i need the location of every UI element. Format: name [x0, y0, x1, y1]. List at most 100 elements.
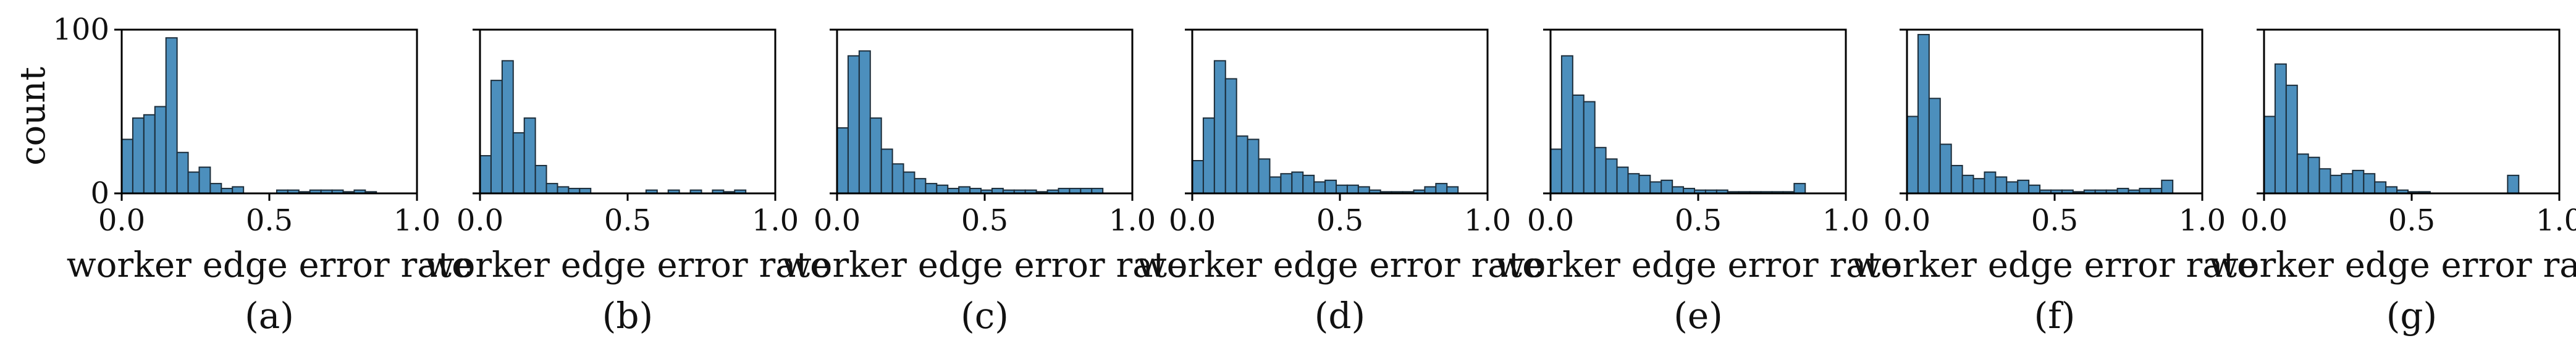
histogram-bar [176, 151, 189, 194]
histogram-bar [1424, 186, 1437, 194]
histogram-bar [936, 184, 949, 194]
panel-caption: (a) [245, 295, 294, 337]
histogram-bar [2318, 168, 2331, 194]
histogram-bar [1202, 117, 1215, 195]
histogram-panel-c: 0.0 0.5 1.0 worker edge error rate (c) [782, 28, 1188, 337]
histogram-bar [2017, 179, 2030, 194]
x-axis-label: worker edge error rate [1137, 245, 1543, 285]
histogram-bar [512, 132, 525, 194]
histogram-panel-e: 0.0 0.5 1.0 worker edge error rate (e) [1496, 28, 1901, 337]
histogram-bar [523, 117, 536, 195]
x-tick-label: 0.0 [98, 203, 145, 238]
y-axis-label: count [13, 67, 53, 166]
histogram-bar [858, 50, 871, 194]
x-tick-label: 0.5 [2031, 203, 2078, 238]
histogram-bar [1247, 138, 1260, 194]
histogram-bar [1616, 166, 1629, 195]
histogram-bar [132, 117, 145, 195]
histogram-bar [1435, 183, 1448, 195]
histogram-bar [2263, 116, 2276, 194]
histogram-bar [1550, 148, 1562, 194]
panel-caption: (f) [2034, 295, 2076, 337]
histogram-bar [2507, 174, 2520, 195]
histogram-bar [1638, 174, 1651, 195]
x-axis-label: worker edge error rate [1496, 245, 1901, 285]
x-tick-label: 0.5 [1675, 203, 1722, 238]
panel-caption: (c) [961, 295, 1009, 337]
histogram-bar [1192, 160, 1204, 194]
x-tick-label: 0.0 [1527, 203, 1574, 238]
histogram-bar [1928, 98, 1941, 194]
histogram-bar [1572, 95, 1585, 194]
histogram-bar [2285, 85, 2298, 194]
histogram-bar [847, 55, 860, 195]
x-axis-label: worker edge error rate [2209, 245, 2576, 285]
x-tick-label: 0.5 [961, 203, 1008, 238]
histogram-panel-d: 0.0 0.5 1.0 worker edge error rate (d) [1137, 28, 1543, 337]
histogram-bar [2363, 173, 2376, 195]
histogram-bar [209, 183, 222, 195]
x-tick-label: 0.5 [604, 203, 651, 238]
x-tick-label: 0.5 [1316, 203, 1363, 238]
x-tick-label: 1.0 [2536, 203, 2576, 238]
x-axis-label: worker edge error rate [782, 245, 1188, 285]
x-tick-label: 1.0 [394, 203, 440, 238]
histogram-bar [1357, 186, 1370, 194]
panel-caption: (e) [1673, 295, 1723, 337]
histogram-bar [914, 178, 927, 194]
histogram-bar [880, 148, 893, 194]
histogram-bar [1336, 184, 1348, 194]
histogram-bar [2307, 156, 2320, 194]
histogram-bar [1258, 158, 1271, 195]
histogram-bar [557, 186, 570, 194]
y-tick-label: 0 [90, 176, 109, 211]
panel-caption: (g) [2386, 295, 2437, 337]
x-tick-label: 0.0 [457, 203, 503, 238]
histogram-bar [154, 106, 167, 194]
histogram-bar [869, 117, 882, 195]
histogram-bar [891, 163, 904, 194]
histogram-bar [2161, 179, 2174, 194]
histogram-bar [501, 60, 514, 194]
histogram-bar [1313, 181, 1326, 195]
histogram-bar [2385, 186, 2398, 194]
histogram-bar [165, 37, 178, 194]
panels-container: 0 100 0.0 0.5 1.0 worker edge error rate (a) 0.… [53, 12, 2576, 337]
histogram-bar [1984, 171, 1997, 194]
histogram-bar [545, 183, 558, 195]
panel-caption: (d) [1315, 295, 1365, 337]
histogram-bar [1446, 186, 1459, 194]
histogram-bar [836, 127, 849, 194]
histogram-bar [1627, 173, 1640, 195]
histogram-bar [198, 166, 211, 195]
histogram-bar [2006, 181, 2019, 195]
x-tick-label: 0.0 [814, 203, 861, 238]
histogram-panel-b: 0.0 0.5 1.0 worker edge error rate (b) [425, 28, 830, 337]
histogram-bar [925, 183, 938, 195]
x-tick-label: 1.0 [752, 203, 799, 238]
x-tick-label: 0.0 [1884, 203, 1930, 238]
histogram-bar [1972, 178, 1985, 194]
x-tick-label: 1.0 [1109, 203, 1156, 238]
x-tick-label: 0.0 [2241, 203, 2288, 238]
histogram-bar [187, 171, 200, 194]
histogram-bar [1291, 171, 1304, 194]
x-tick-label: 1.0 [1822, 203, 1869, 238]
histogram-bar [1346, 184, 1359, 194]
histogram-bar [1324, 179, 1337, 194]
histogram-bar [1950, 164, 1963, 195]
histogram-bar [1280, 173, 1293, 195]
histogram-bar [490, 80, 503, 194]
histogram-bar [1560, 55, 1573, 195]
histogram-bar [2330, 174, 2342, 195]
histogram-bar [958, 186, 971, 194]
histogram-bar [1906, 116, 1919, 194]
y-tick-label: 100 [53, 12, 109, 47]
histogram-bar [2341, 173, 2354, 195]
histogram-bar [2352, 169, 2365, 194]
x-axis-label: worker edge error rate [67, 245, 473, 285]
histogram-bar [534, 164, 547, 195]
x-tick-label: 0.5 [2388, 203, 2435, 238]
histogram-bar [2374, 181, 2387, 195]
histogram-panel-f: 0.0 0.5 1.0 worker edge error rate (f) [1852, 28, 2257, 337]
